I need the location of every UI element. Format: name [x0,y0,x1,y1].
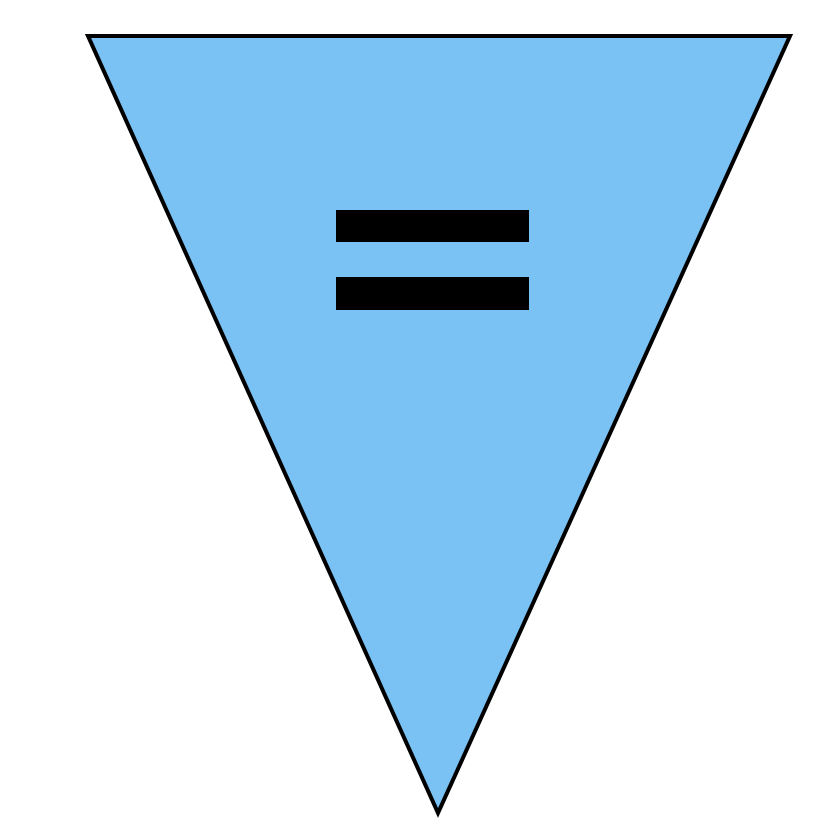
equals-bar-bottom [336,277,529,310]
equals-sign-icon [336,210,529,310]
inverted-triangle-pennant [84,34,794,818]
equals-bar-top [336,210,529,242]
